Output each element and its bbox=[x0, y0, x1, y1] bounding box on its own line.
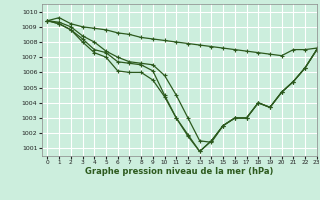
X-axis label: Graphe pression niveau de la mer (hPa): Graphe pression niveau de la mer (hPa) bbox=[85, 167, 273, 176]
